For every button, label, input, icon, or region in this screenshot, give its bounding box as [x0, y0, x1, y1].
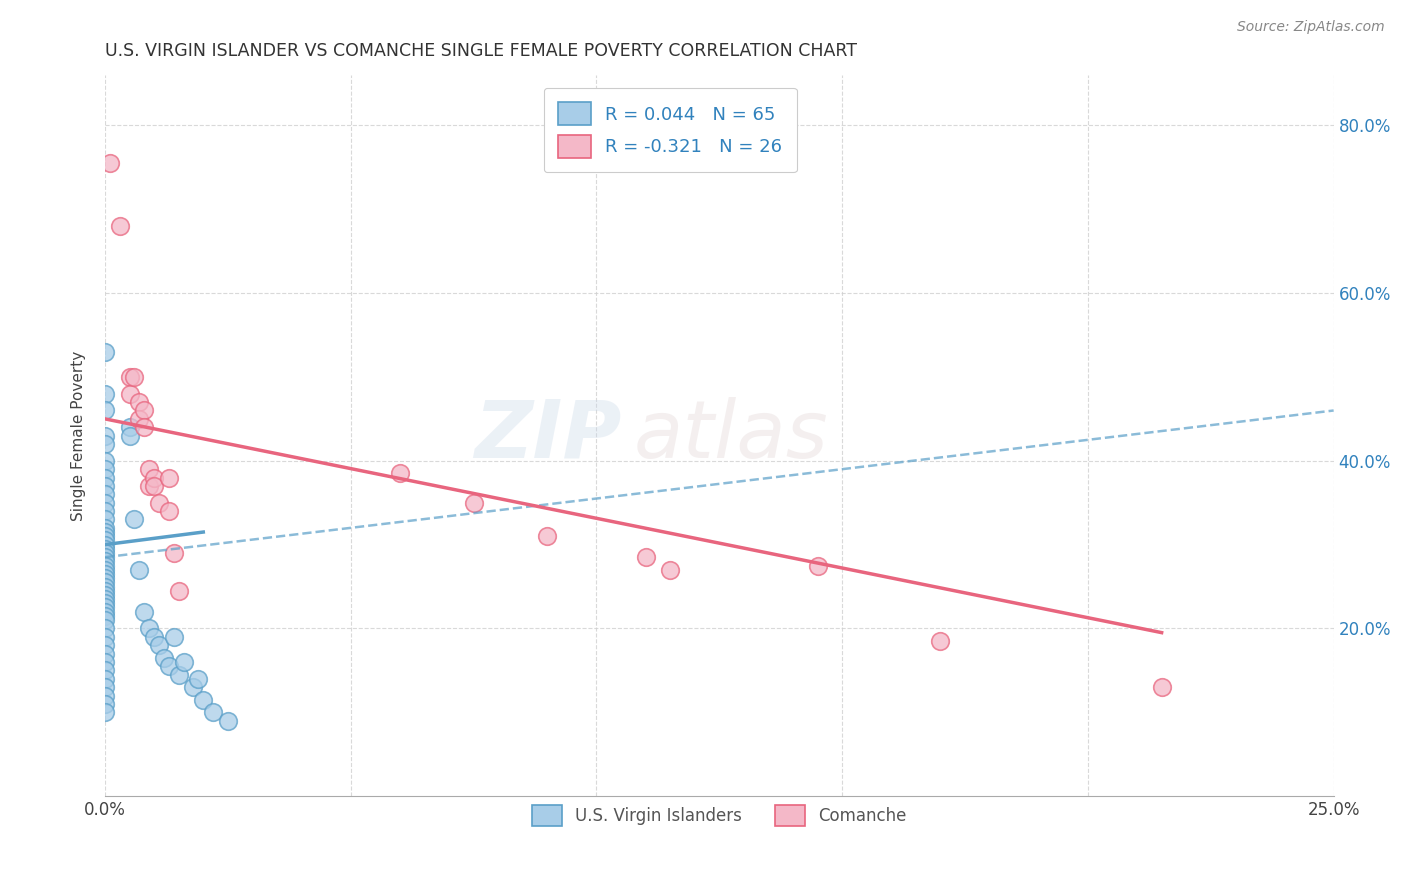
Point [94, 344, 117, 359]
Point [94, 558, 117, 573]
Point [193, 692, 215, 706]
Point [94, 638, 117, 652]
Point [148, 638, 170, 652]
Point [118, 420, 141, 434]
Text: Source: ZipAtlas.com: Source: ZipAtlas.com [1237, 20, 1385, 34]
Legend: U.S. Virgin Islanders, Comanche: U.S. Virgin Islanders, Comanche [523, 797, 915, 835]
Text: ZIP: ZIP [474, 397, 621, 475]
Point [463, 496, 485, 510]
Point [94, 524, 117, 539]
Text: atlas: atlas [633, 397, 828, 475]
Point [163, 630, 186, 644]
Point [143, 470, 166, 484]
Point [94, 622, 117, 636]
Point [94, 504, 117, 518]
Point [98, 156, 121, 170]
Point [94, 462, 117, 476]
Point [94, 487, 117, 501]
Point [807, 558, 830, 573]
Point [128, 395, 150, 409]
Point [94, 496, 117, 510]
Point [94, 529, 117, 543]
Point [659, 563, 682, 577]
Point [536, 529, 558, 543]
Point [187, 672, 209, 686]
Point [94, 689, 117, 703]
Point [138, 462, 160, 476]
Point [134, 403, 156, 417]
Point [94, 580, 117, 594]
Point [94, 571, 117, 585]
Point [94, 541, 117, 556]
Point [94, 386, 117, 401]
Point [94, 697, 117, 711]
Point [94, 533, 117, 548]
Point [94, 512, 117, 526]
Point [118, 370, 141, 384]
Point [94, 538, 117, 552]
Point [163, 546, 186, 560]
Point [157, 504, 180, 518]
Point [143, 630, 166, 644]
Point [94, 554, 117, 568]
Point [157, 470, 180, 484]
Point [134, 605, 156, 619]
Point [148, 496, 170, 510]
Point [124, 370, 146, 384]
Point [94, 403, 117, 417]
Point [94, 454, 117, 468]
Text: U.S. VIRGIN ISLANDER VS COMANCHE SINGLE FEMALE POVERTY CORRELATION CHART: U.S. VIRGIN ISLANDER VS COMANCHE SINGLE … [105, 42, 858, 60]
Point [138, 479, 160, 493]
Point [94, 706, 117, 720]
Point [634, 550, 657, 565]
Point [183, 680, 205, 694]
Point [138, 622, 160, 636]
Point [94, 566, 117, 581]
Point [94, 613, 117, 627]
Point [94, 521, 117, 535]
Point [94, 655, 117, 669]
Point [94, 680, 117, 694]
Point [128, 563, 150, 577]
Point [94, 605, 117, 619]
Point [134, 420, 156, 434]
Point [217, 714, 239, 728]
Point [94, 630, 117, 644]
Point [94, 546, 117, 560]
Point [94, 428, 117, 442]
Point [118, 386, 141, 401]
Point [202, 706, 225, 720]
Point [94, 563, 117, 577]
Point [94, 575, 117, 590]
Point [94, 608, 117, 623]
Point [167, 667, 190, 681]
Point [118, 428, 141, 442]
Point [94, 664, 117, 678]
Y-axis label: Single Female Poverty: Single Female Poverty [72, 351, 86, 521]
Point [1150, 680, 1173, 694]
Point [167, 583, 190, 598]
Point [153, 650, 176, 665]
Point [128, 412, 150, 426]
Point [94, 672, 117, 686]
Point [94, 550, 117, 565]
Point [108, 219, 131, 233]
Point [929, 634, 952, 648]
Point [94, 592, 117, 607]
Point [388, 467, 411, 481]
Point [94, 588, 117, 602]
Point [94, 600, 117, 615]
Point [94, 437, 117, 451]
Point [94, 479, 117, 493]
Point [143, 479, 166, 493]
Point [94, 583, 117, 598]
Point [94, 596, 117, 610]
Point [173, 655, 195, 669]
Point [94, 470, 117, 484]
Point [157, 659, 180, 673]
Point [124, 512, 146, 526]
Point [94, 647, 117, 661]
